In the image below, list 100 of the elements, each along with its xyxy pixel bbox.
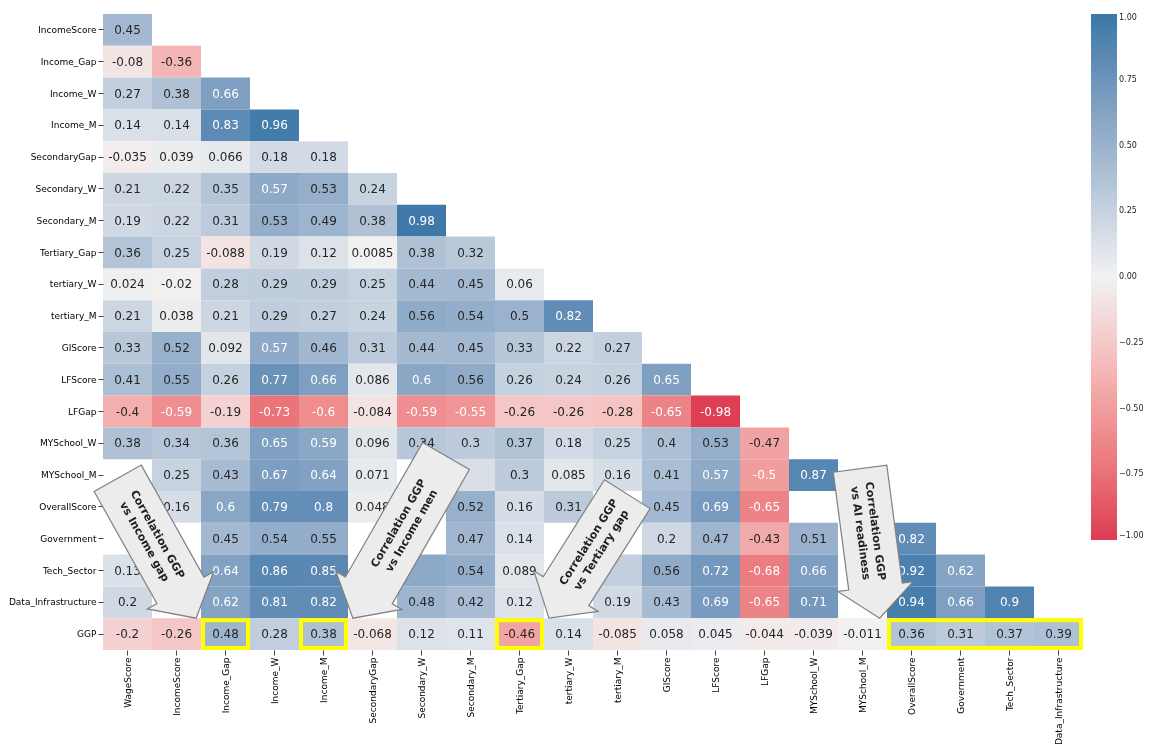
color-bar-label: 0.25 [1119, 206, 1137, 216]
data-label: 0.44 [408, 340, 435, 355]
data-label: -0.011 [843, 627, 882, 642]
data-label: 0.64 [310, 468, 337, 483]
data-label: 0.22 [555, 340, 582, 355]
y-tick-label: Government [40, 533, 97, 544]
x-tick-label: Income_Gap [220, 657, 231, 714]
data-label: 0.87 [800, 468, 827, 483]
data-label: -0.59 [405, 404, 438, 419]
data-label: 0.6 [411, 372, 432, 387]
data-label: 0.66 [947, 595, 974, 610]
data-label: 0.092 [208, 340, 243, 355]
data-label: -0.43 [748, 531, 781, 546]
data-label: 0.25 [359, 277, 386, 292]
data-label: 0.18 [555, 436, 582, 451]
data-label: 0.024 [110, 277, 145, 292]
data-label: -0.2 [115, 627, 140, 642]
data-label: 0.54 [457, 563, 484, 578]
data-label: -0.68 [748, 563, 781, 578]
data-label: -0.65 [748, 595, 781, 610]
data-label: 0.47 [702, 531, 729, 546]
data-label: 0.48 [408, 595, 435, 610]
data-label: 0.11 [457, 627, 484, 642]
data-label: 0.65 [261, 436, 288, 451]
y-tick-label: Secondary_W [35, 183, 97, 194]
data-label: 0.33 [114, 340, 141, 355]
data-label: 0.35 [212, 181, 239, 196]
data-label: 0.071 [355, 468, 390, 483]
x-tick-label: Tertiary_Gap [514, 657, 525, 715]
data-label: 0.66 [800, 563, 827, 578]
data-label: 0.089 [502, 563, 537, 578]
data-label: 0.53 [310, 181, 337, 196]
data-label: 0.66 [310, 372, 337, 387]
data-label: 0.26 [604, 372, 631, 387]
data-label: 0.36 [898, 627, 925, 642]
data-label: 0.36 [114, 245, 141, 260]
data-label: 0.43 [212, 468, 239, 483]
data-label: 0.67 [261, 468, 288, 483]
data-label: 0.4 [656, 436, 677, 451]
data-label: 0.31 [359, 340, 386, 355]
data-label: 0.72 [702, 563, 729, 578]
y-tick-label: Secondary_M [36, 215, 97, 226]
data-label: 0.34 [163, 436, 190, 451]
data-label: 0.45 [457, 277, 484, 292]
data-label: 0.41 [653, 468, 680, 483]
data-label: 0.038 [159, 309, 194, 324]
data-label: 0.45 [114, 22, 141, 37]
data-label: 0.37 [996, 627, 1023, 642]
color-bar-label: −0.25 [1119, 337, 1144, 347]
y-tick-label: tertiary_W [49, 279, 97, 290]
data-label: -0.47 [748, 436, 781, 451]
data-label: 0.56 [653, 563, 680, 578]
data-label: 0.058 [649, 627, 684, 642]
data-label: 0.19 [114, 213, 141, 228]
data-label: 0.096 [355, 436, 390, 451]
data-label: 0.81 [261, 595, 288, 610]
data-label: -0.55 [454, 404, 487, 419]
data-label: 0.47 [457, 531, 484, 546]
data-label: 0.25 [604, 436, 631, 451]
x-tick-label: OverallScore [906, 657, 917, 715]
data-label: 0.045 [698, 627, 733, 642]
data-label: 0.2 [656, 531, 677, 546]
data-label: 0.32 [457, 245, 484, 260]
data-label: 0.56 [457, 372, 484, 387]
data-label: 0.3 [509, 468, 530, 483]
data-label: 0.38 [310, 627, 337, 642]
data-label: 0.38 [359, 213, 386, 228]
x-tick-label: Secondary_M [465, 657, 476, 718]
data-label: 0.18 [261, 150, 288, 165]
data-label: 0.38 [114, 436, 141, 451]
data-label: 0.24 [359, 181, 386, 196]
data-label: 0.29 [261, 309, 288, 324]
data-label: 0.98 [408, 213, 435, 228]
data-label: -0.26 [160, 627, 193, 642]
data-label: -0.19 [209, 404, 242, 419]
data-label: 0.56 [408, 309, 435, 324]
data-label: 0.52 [163, 340, 190, 355]
data-label: 0.039 [159, 150, 194, 165]
data-label: 0.24 [555, 372, 582, 387]
x-tick-label: Tech_Sector [1004, 657, 1015, 713]
data-label: 0.3 [460, 436, 481, 451]
data-label: 0.8 [313, 499, 334, 514]
data-label: 0.53 [261, 213, 288, 228]
data-label: 0.59 [310, 436, 337, 451]
data-label: 0.55 [163, 372, 190, 387]
data-label: 0.45 [653, 499, 680, 514]
y-tick-label: OverallScore [39, 501, 97, 512]
data-label: -0.65 [748, 499, 781, 514]
data-label: -0.4 [115, 404, 140, 419]
data-label: 0.14 [114, 118, 141, 133]
y-tick-label: Income_M [51, 120, 97, 131]
color-bar-label: 0.50 [1119, 140, 1137, 150]
x-tick-label: MYSchool_W [808, 657, 819, 715]
data-label: 0.29 [261, 277, 288, 292]
data-label: 0.79 [261, 499, 288, 514]
data-label: 0.26 [212, 372, 239, 387]
data-label: 0.086 [355, 372, 390, 387]
y-tick-label: IncomeScore [38, 24, 97, 35]
data-label: 0.96 [261, 118, 288, 133]
data-label: 0.28 [261, 627, 288, 642]
